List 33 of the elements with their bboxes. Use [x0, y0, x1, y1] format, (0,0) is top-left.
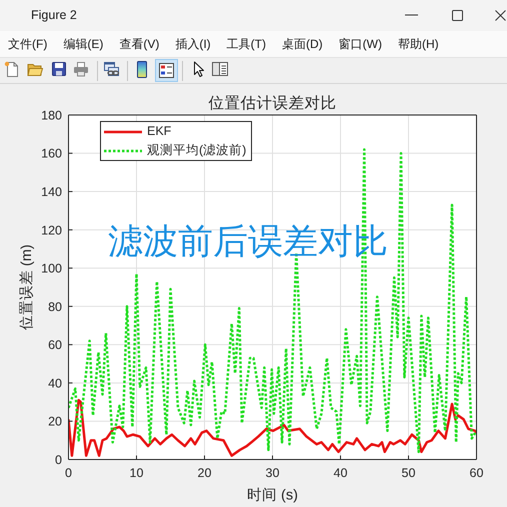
text: 窗口(W): [338, 37, 382, 51]
x-tick-label: 40: [334, 466, 348, 480]
y-tick-label: 80: [48, 300, 62, 314]
annotation: 滤波前后误差对比: [108, 222, 388, 262]
x-tick-label: 10: [130, 466, 144, 480]
y-tick-label: 0: [55, 452, 62, 467]
text: 文件(F): [8, 37, 48, 51]
y-tick-label: 20: [48, 414, 62, 429]
y-tick-label: 160: [41, 146, 62, 161]
x-axis-title: 时间 (s): [247, 486, 298, 504]
y-tick-label: 40: [48, 376, 62, 390]
text: 帮助(H): [398, 37, 439, 51]
x-tick-label: 60: [470, 466, 484, 480]
y-tick-label: 140: [41, 184, 62, 199]
y-axis-title: 位置误差 (m): [18, 244, 36, 330]
text: 桌面(D): [282, 37, 323, 51]
legend-label: 观测平均(滤波前): [147, 143, 246, 158]
x-tick-label: 50: [402, 466, 416, 480]
legend-label: EKF: [147, 124, 172, 139]
caption: Figure 2: [31, 8, 77, 23]
y-tick-label: 120: [41, 223, 62, 238]
y-tick-label: 60: [48, 338, 62, 352]
text: 插入(I): [175, 37, 211, 51]
text: 编辑(E): [63, 37, 104, 51]
x-tick-label: 30: [266, 466, 280, 480]
y-tick-label: 100: [41, 262, 62, 276]
chart-title: 位置估计误差对比: [208, 95, 338, 113]
y-tick-label: 180: [41, 108, 62, 122]
x-tick-label: 0: [65, 466, 72, 480]
line-series: [68, 398, 476, 457]
text: 工具(T): [226, 37, 266, 51]
x-tick-label: 20: [198, 466, 212, 480]
text: 查看(V): [119, 37, 160, 51]
